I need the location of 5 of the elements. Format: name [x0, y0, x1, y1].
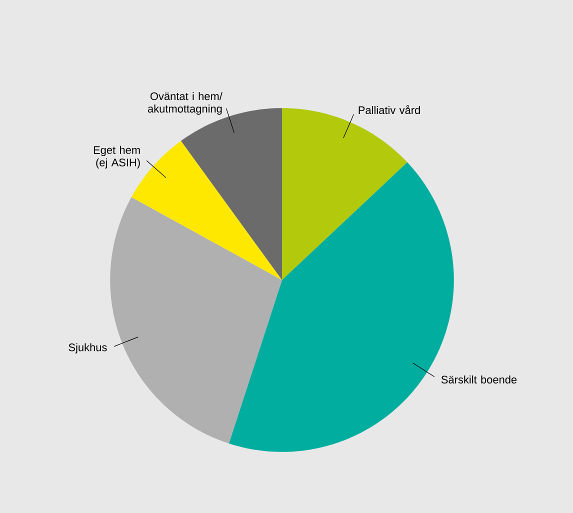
- slice-label: Eget hem (ej ASIH): [94, 146, 140, 169]
- slice-label: Sjukhus: [68, 343, 107, 354]
- slice-label: Palliativ vård: [358, 105, 420, 114]
- slice-label: Oväntat i hem/ akutmottagning: [148, 92, 222, 115]
- slice-label: Särskilt boende: [441, 375, 517, 384]
